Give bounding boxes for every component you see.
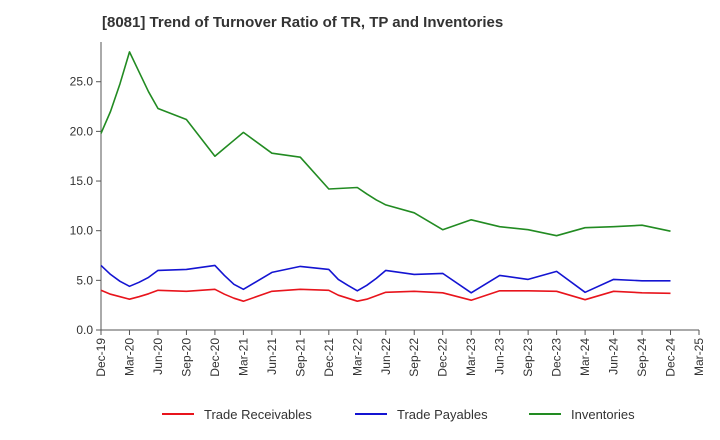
x-tick-label: Dec-23 [550,338,564,377]
x-tick-label: Jun-24 [607,338,621,375]
x-tick-label: Sep-20 [179,338,193,377]
y-tick-label: 10.0 [70,224,94,238]
series-layer [100,51,671,303]
legend: Trade Receivables Trade Payables Inventori… [162,407,635,422]
legend-label-trade-payables: Trade Payables [397,407,488,422]
x-tick-label: Mar-22 [350,338,364,376]
x-tick-label: Sep-24 [635,338,649,377]
x-tick-label: Jun-22 [379,338,393,375]
x-tick-label: Dec-24 [664,338,678,377]
series-line-inventories [100,51,671,237]
legend-label-inventories: Inventories [571,407,635,422]
x-tick-label: Jun-23 [493,338,507,375]
axes: 0.0 5.0 10.0 15.0 20.0 25.0 Dec-19 Mar-20 Jun-20… [70,42,706,377]
series-line-trade-receivables [100,288,671,303]
y-tick-label: 20.0 [70,124,94,138]
x-tick-label: Mar-20 [122,338,136,376]
x-tick-label: Mar-25 [692,338,706,376]
chart-title: [8081] Trend of Turnover Ratio of TR, TP… [102,14,504,31]
x-tick-label: Mar-24 [578,338,592,376]
x-tick-label: Sep-23 [521,338,535,377]
y-tick-label: 15.0 [70,174,94,188]
x-tick-label: Jun-20 [151,338,165,375]
x-tick-label: Sep-22 [407,338,421,377]
x-tick-label: Dec-21 [322,338,336,377]
y-tick-label: 5.0 [76,273,93,287]
x-tick-label: Mar-23 [464,338,478,376]
x-tick-label: Mar-21 [236,338,250,376]
x-tick-label: Sep-21 [293,338,307,377]
x-tick-label: Dec-19 [94,338,108,377]
x-tick-label: Jun-21 [265,338,279,375]
x-tick-label: Dec-22 [436,338,450,377]
x-tick-label: Dec-20 [208,338,222,377]
legend-label-trade-receivables: Trade Receivables [204,407,312,422]
series-line-trade-payables [100,264,671,294]
y-tick-label: 0.0 [76,323,93,337]
y-tick-label: 25.0 [70,75,94,89]
